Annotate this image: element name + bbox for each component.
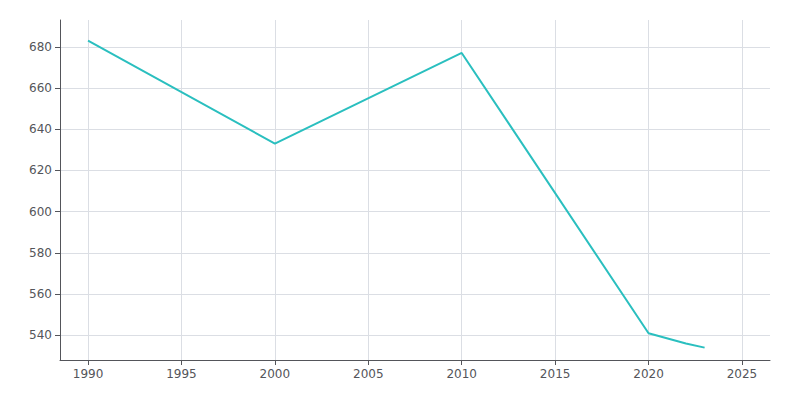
svg-text:560: 560: [29, 287, 52, 301]
svg-text:2005: 2005: [353, 367, 384, 381]
svg-text:1995: 1995: [166, 367, 197, 381]
svg-text:620: 620: [29, 163, 52, 177]
svg-text:2020: 2020: [633, 367, 664, 381]
svg-text:2000: 2000: [260, 367, 291, 381]
svg-text:600: 600: [29, 205, 52, 219]
svg-text:580: 580: [29, 246, 52, 260]
svg-text:1990: 1990: [73, 367, 104, 381]
svg-text:2015: 2015: [540, 367, 571, 381]
svg-text:680: 680: [29, 40, 52, 54]
svg-text:640: 640: [29, 122, 52, 136]
svg-text:540: 540: [29, 328, 52, 342]
svg-text:2010: 2010: [446, 367, 477, 381]
svg-text:660: 660: [29, 81, 52, 95]
svg-text:2025: 2025: [727, 367, 758, 381]
